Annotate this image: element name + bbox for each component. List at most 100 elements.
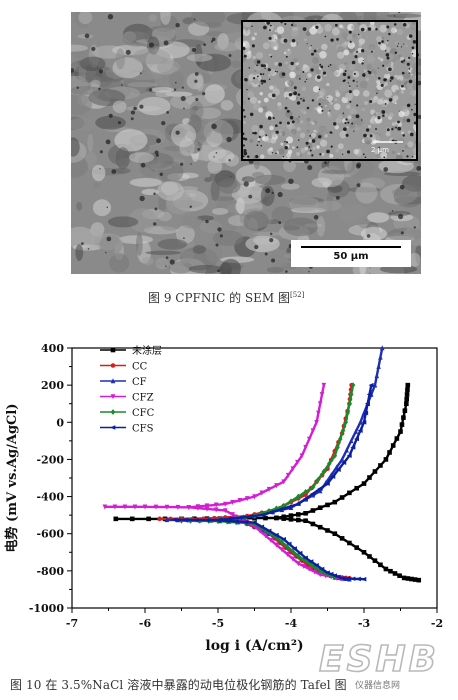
inset-grain [375, 108, 379, 113]
inset-grain [269, 125, 274, 131]
series-marker [344, 447, 349, 453]
inset-grain [357, 57, 365, 64]
inset-grain [334, 98, 338, 102]
inset-pore [347, 76, 351, 79]
sem-grain [252, 171, 265, 178]
series-marker [296, 517, 301, 523]
sem-grain [85, 151, 97, 170]
inset-pore [280, 160, 281, 161]
series-marker [401, 575, 407, 581]
inset-grain [362, 90, 370, 97]
sem-grain [145, 250, 181, 255]
inset-grain [367, 124, 372, 129]
inset-pore [330, 38, 334, 42]
inset-pore [347, 82, 349, 84]
inset-pore [355, 114, 360, 119]
watermark-logo: ESHB [318, 638, 437, 681]
inset-pore [286, 109, 290, 113]
inset-grain [385, 46, 391, 53]
inset-grain [339, 130, 348, 139]
inset-pore [264, 67, 266, 70]
inset-pore [382, 114, 385, 117]
inset-pore [413, 121, 416, 125]
series-marker [324, 481, 330, 486]
inset-grain [405, 44, 409, 48]
series-marker [281, 479, 286, 485]
inset-grain [359, 80, 368, 89]
inset-pore [310, 68, 314, 72]
inset-grain [285, 110, 293, 118]
inset-pore [324, 35, 327, 38]
inset-pore [334, 23, 338, 27]
inset-pore [348, 30, 352, 34]
inset-pore [296, 146, 299, 149]
series-marker [286, 504, 292, 510]
sem-pore [243, 181, 249, 187]
legend-label: CC [132, 362, 148, 373]
inset-grain [331, 27, 340, 36]
series-marker [204, 506, 210, 512]
inset-grain [348, 63, 356, 71]
inset-pore [330, 131, 333, 134]
inset-grain [333, 103, 341, 111]
inset-pore [315, 25, 319, 29]
inset-grain [316, 48, 322, 53]
inset-pore [408, 72, 410, 74]
inset-grain [410, 68, 416, 74]
sem-pore [175, 81, 177, 84]
series-marker [405, 576, 411, 581]
inset-grain [352, 70, 360, 78]
inset-grain [269, 85, 274, 90]
inset-grain [259, 91, 264, 96]
inset-pore [386, 25, 390, 29]
sem-grain [269, 250, 291, 267]
inset-grain [385, 41, 389, 45]
inset-grain [321, 154, 328, 159]
inset-grain [400, 90, 405, 94]
inset-pore [268, 36, 272, 40]
sem-grain [214, 42, 241, 52]
inset-grain [398, 110, 405, 118]
series-marker [398, 429, 403, 434]
inset-pore [381, 110, 386, 114]
inset-pore [259, 124, 263, 129]
sem-grain [71, 137, 80, 157]
inset-pore [375, 128, 377, 130]
series-marker [263, 527, 268, 534]
inset-grain [295, 151, 301, 156]
inset-pore [406, 118, 411, 123]
inset-pore [342, 127, 347, 132]
inset-pore [400, 60, 404, 63]
series-marker [303, 510, 308, 516]
inset-grain [396, 79, 402, 85]
inset-pore [280, 22, 283, 24]
inset-pore [251, 44, 255, 48]
figure10-caption: 图 10 在 3.5%NaCl 溶液中暴露的动电位极化钢筋的 Tafel 图 [10, 678, 347, 692]
inset-pore [321, 160, 324, 161]
inset-grain [338, 114, 343, 119]
inset-grain [278, 148, 285, 155]
inset-pore [411, 108, 413, 111]
sem-grain [148, 14, 158, 22]
scale-bar: 50 μm [291, 240, 411, 267]
series-marker [344, 576, 350, 581]
inset-pore [262, 64, 266, 68]
inset-pore [388, 98, 393, 102]
inset-pore [284, 141, 286, 143]
series-marker [343, 419, 349, 426]
series-marker [332, 531, 338, 537]
series-marker [308, 559, 314, 564]
inset-grain [324, 23, 332, 32]
inset-grain [290, 95, 297, 101]
inset-pore [246, 155, 250, 158]
sem-grain [192, 244, 206, 254]
inset-pore [417, 93, 418, 94]
inset-pore [341, 153, 344, 155]
inset-grain [412, 62, 416, 70]
sem-pore [417, 114, 421, 119]
sem-pore [356, 183, 361, 188]
sem-pore [215, 152, 218, 154]
inset-pore [305, 141, 309, 145]
inset-grain [351, 113, 358, 120]
sem-pore [154, 150, 159, 155]
